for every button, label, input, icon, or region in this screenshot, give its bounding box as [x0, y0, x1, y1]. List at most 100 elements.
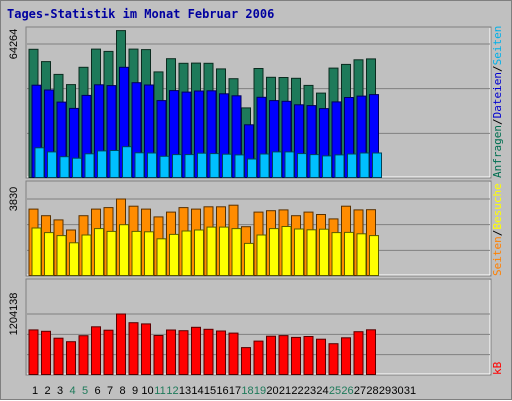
bar-seiten-day-16	[222, 153, 232, 178]
bar-besuche-day-17	[231, 228, 242, 277]
bar-kb-day-20	[266, 335, 276, 376]
bar-seiten-day-19	[259, 153, 270, 178]
x-axis-day-label: 1	[32, 385, 38, 397]
bar-kb-day-23	[303, 336, 314, 375]
bar-besuche-day-10	[144, 231, 154, 277]
bar-kb-day-2	[41, 330, 51, 375]
bar-kb-day-1	[28, 329, 39, 375]
bar-seiten-day-15	[209, 153, 220, 179]
bar-besuche-day-4	[69, 242, 79, 277]
bar-kb-day-21	[278, 335, 289, 376]
x-axis-day-label: 29	[379, 385, 391, 397]
bar-seiten-day-4	[72, 157, 82, 178]
x-axis-day-label: 8	[119, 385, 125, 397]
bar-kb-day-7	[103, 329, 114, 376]
bar-besuche-day-27	[356, 233, 367, 277]
bar-besuche-day-8	[119, 224, 129, 276]
bar-kb-day-16	[216, 330, 226, 375]
bar-seiten-day-27	[359, 152, 370, 178]
x-axis-day-label: 28	[366, 385, 378, 397]
chart-title: Tages-Statistik im Monat Februar 2006	[7, 7, 275, 21]
bar-kb-day-5	[78, 335, 89, 376]
bar-seiten-day-23	[309, 154, 320, 179]
x-axis-day-label: 14	[191, 385, 203, 397]
x-axis-day-label: 19	[254, 385, 266, 397]
bar-seiten-day-8	[122, 146, 132, 178]
y-axis-max-label: 1204138	[8, 293, 20, 336]
bar-kb-day-8	[116, 313, 126, 375]
x-axis-day-label: 11	[154, 385, 165, 397]
bar-seiten-day-3	[59, 156, 70, 178]
bar-seiten-day-11	[159, 155, 170, 179]
bar-kb-day-28	[366, 329, 376, 375]
bar-kb-day-11	[153, 335, 164, 375]
bar-besuche-day-18	[244, 242, 254, 276]
x-axis-day-label: 26	[341, 385, 353, 397]
x-axis-day-label: 21	[279, 385, 291, 397]
bar-kb-day-26	[341, 337, 351, 375]
x-axis-day-label: 24	[316, 385, 328, 397]
bar-seiten-day-21	[284, 151, 295, 178]
bar-kb-day-15	[203, 328, 214, 375]
bar-seiten-day-28	[372, 152, 382, 178]
bar-seiten-day-20	[272, 151, 282, 178]
legend-besuche: Besuche	[491, 183, 504, 229]
bar-besuche-day-25	[331, 232, 342, 277]
x-axis-day-label: 25	[329, 385, 341, 397]
bar-besuche-day-22	[294, 228, 304, 276]
bar-besuche-day-24	[319, 228, 329, 276]
legend-seiten: Seiten	[491, 236, 504, 276]
bar-seiten-day-1	[34, 147, 45, 179]
legend-dateien: Dateien	[491, 72, 504, 118]
bar-besuche-day-3	[56, 235, 67, 277]
x-axis-day-label: 20	[266, 385, 278, 397]
bar-seiten-day-2	[47, 151, 57, 178]
legend-separator: /	[491, 230, 504, 237]
x-axis-day-label: 22	[291, 385, 303, 397]
bar-besuche-day-14	[194, 229, 204, 276]
x-axis-day-label: 27	[354, 385, 366, 397]
legend-anfragen: Anfragen	[491, 125, 504, 178]
bar-seiten-day-22	[297, 153, 307, 179]
bar-kb-day-25	[328, 343, 339, 376]
bar-seiten-day-12	[172, 154, 182, 179]
x-axis-day-label: 10	[141, 385, 153, 397]
bar-besuche-day-5	[81, 234, 92, 276]
bar-besuche-day-9	[131, 230, 142, 276]
bar-besuche-day-26	[344, 231, 354, 276]
bar-seiten-day-13	[184, 154, 195, 179]
bar-besuche-day-13	[181, 230, 192, 276]
bar-besuche-day-19	[256, 234, 267, 276]
chart-panel-bottom: 1204138 kB	[8, 278, 504, 376]
bar-seiten-day-14	[197, 152, 207, 178]
x-axis-day-label: 7	[107, 385, 113, 397]
x-axis-day-label: 30	[391, 385, 403, 397]
bar-besuche-day-12	[169, 233, 179, 276]
legend-middle: Seiten/Besuche	[491, 183, 504, 276]
bar-kb-day-6	[91, 326, 101, 375]
legend-top: Anfragen/Dateien/Seiten	[491, 26, 504, 178]
legend-separator: /	[491, 65, 504, 72]
x-axis-day-label: 16	[216, 385, 228, 397]
bar-kb-day-17	[228, 332, 239, 376]
bar-kb-day-12	[166, 329, 176, 375]
bar-seiten-day-26	[347, 153, 357, 178]
bar-seiten-day-9	[134, 152, 145, 179]
bar-kb-day-24	[316, 338, 326, 376]
x-axis-day-label: 2	[44, 385, 50, 397]
x-axis-day-label: 3	[57, 385, 63, 397]
bar-besuche-day-21	[281, 226, 292, 276]
bar-kb-day-22	[291, 336, 301, 375]
bar-besuche-day-7	[106, 230, 117, 276]
bar-kb-day-14	[191, 326, 201, 375]
x-axis-day-label: 23	[304, 385, 316, 397]
bar-seiten-day-6	[97, 150, 107, 178]
bar-besuche-day-6	[94, 228, 104, 277]
x-axis-day-label: 13	[179, 385, 191, 397]
y-axis-max-label: 64264	[8, 29, 20, 60]
bar-seiten-day-25	[334, 154, 345, 178]
chart-panel-middle: 3830 Seiten/Besuche	[8, 180, 504, 277]
x-axis-day-label: 4	[69, 385, 75, 397]
